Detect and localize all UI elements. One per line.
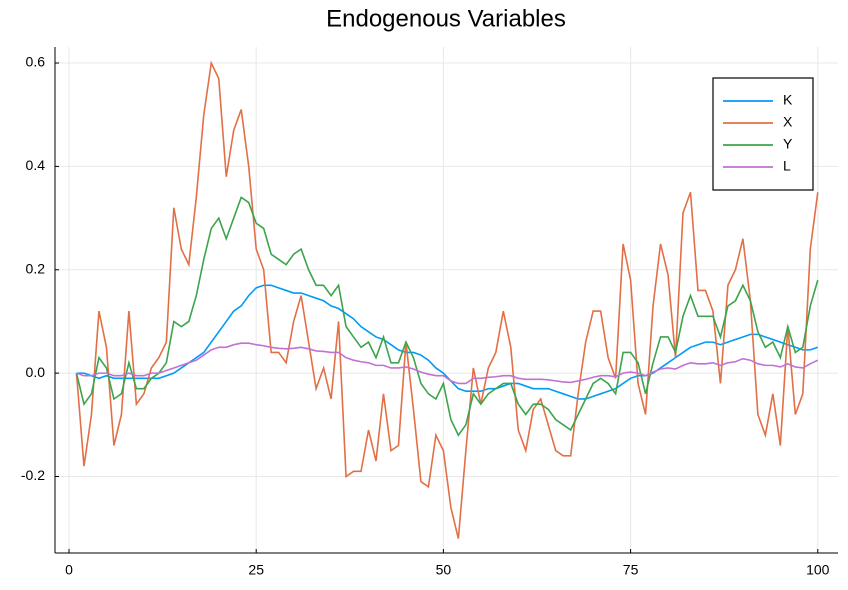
x-tick-label: 100 [806,562,830,578]
x-tick-label: 75 [623,562,639,578]
series-line [75,196,819,437]
series-line [75,60,819,539]
y-tick-label: 0.2 [26,260,46,276]
series-line [76,284,819,400]
legend-label: L [783,158,791,174]
x-tick-label: 25 [248,562,264,578]
x-tick-label: 0 [65,562,73,578]
y-tick-label: 0.0 [26,364,46,380]
x-tick-label: 50 [436,562,452,578]
legend-label: Y [783,136,793,152]
y-tick-label: 0.6 [26,54,46,70]
legend-label: K [783,92,793,108]
y-tick-label: 0.4 [26,157,46,173]
legend-label: X [783,114,793,130]
y-tick-label: -0.2 [21,467,45,483]
chart-title: Endogenous Variables [326,5,566,32]
series-line [76,342,819,385]
legend-box [712,77,814,191]
